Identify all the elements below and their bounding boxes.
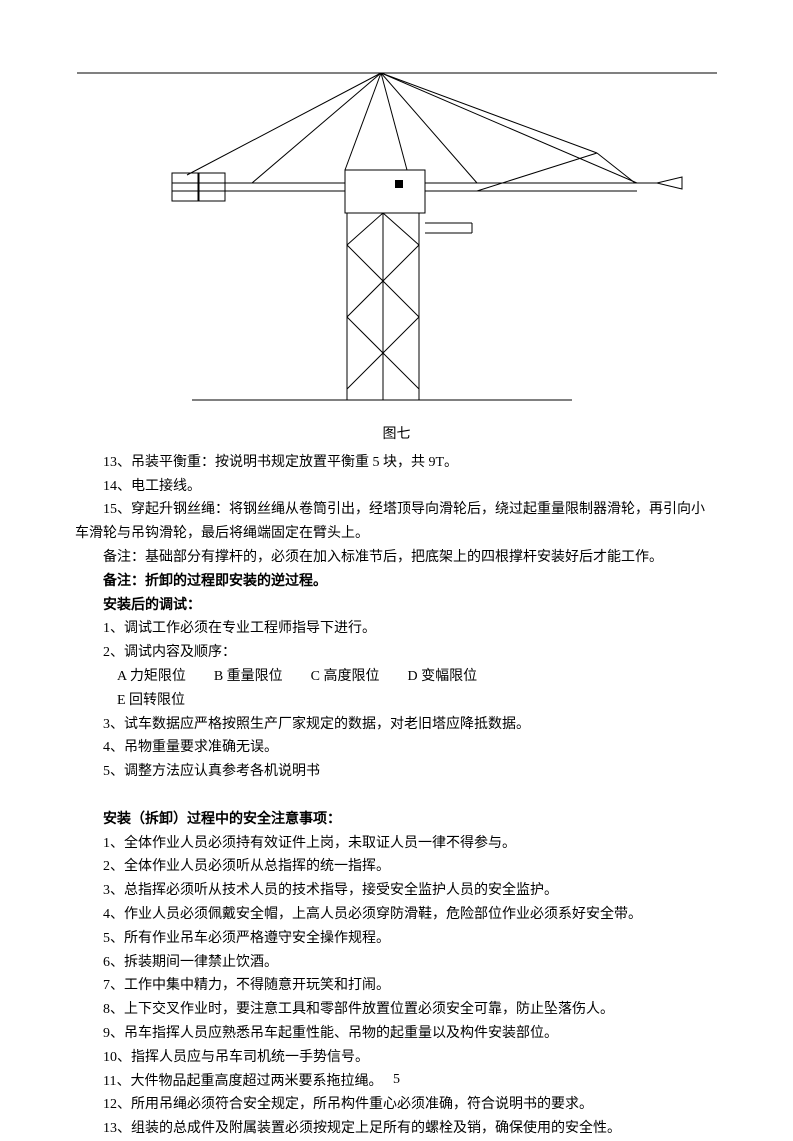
para-bold-note: 备注：折卸的过程即安装的逆过程。 [75,570,718,594]
debug-5: 5、调整方法应认真参考各机说明书 [75,760,718,784]
title-debug: 安装后的调试： [75,594,718,618]
figure-caption: 图七 [75,423,718,447]
debug-4: 4、吊物重量要求准确无误。 [75,736,718,760]
safety-12: 12、所用吊绳必须符合安全规定，所吊构件重心必须准确，符合说明书的要求。 [75,1093,718,1117]
crane-diagram [75,55,718,415]
safety-9: 9、吊车指挥人员应熟悉吊车起重性能、吊物的起重量以及构件安装部位。 [75,1022,718,1046]
document-body: 13、吊装平衡重：按说明书规定放置平衡重 5 块，共 9T。 14、电工接线。 … [75,451,718,1141]
para-14: 14、电工接线。 [75,475,718,499]
debug-1: 1、调试工作必须在专业工程师指导下进行。 [75,617,718,641]
safety-6: 6、拆装期间一律禁止饮酒。 [75,951,718,975]
debug-2b: E 回转限位 [75,689,718,713]
para-13: 13、吊装平衡重：按说明书规定放置平衡重 5 块，共 9T。 [75,451,718,475]
debug-2a: A 力矩限位 B 重量限位 C 高度限位 D 变幅限位 [75,665,718,689]
debug-2: 2、调试内容及顺序： [75,641,718,665]
para-note1: 备注：基础部分有撑杆的，必须在加入标准节后，把底架上的四根撑杆安装好后才能工作。 [75,546,718,570]
safety-3: 3、总指挥必须听从技术人员的技术指导，接受安全监护人员的安全监护。 [75,879,718,903]
safety-4: 4、作业人员必须佩戴安全帽，上高人员必须穿防滑鞋，危险部位作业必须系好安全带。 [75,903,718,927]
safety-7: 7、工作中集中精力，不得随意开玩笑和打闹。 [75,974,718,998]
safety-8: 8、上下交叉作业时，要注意工具和零部件放置位置必须安全可靠，防止坠落伤人。 [75,998,718,1022]
title-safety: 安装（拆卸）过程中的安全注意事项： [75,808,718,832]
safety-5: 5、所有作业吊车必须严格遵守安全操作规程。 [75,927,718,951]
crane-svg [77,55,717,415]
safety-2: 2、全体作业人员必须听从总指挥的统一指挥。 [75,855,718,879]
para-15-line1: 15、穿起升钢丝绳：将钢丝绳从卷筒引出，经塔顶导向滑轮后，绕过起重量限制器滑轮，… [75,498,718,522]
safety-1: 1、全体作业人员必须持有效证件上岗，未取证人员一律不得参与。 [75,832,718,856]
page-number: 5 [0,1068,793,1092]
debug-3: 3、试车数据应严格按照生产厂家规定的数据，对老旧塔应降抵数据。 [75,713,718,737]
para-15-line2: 车滑轮与吊钩滑轮，最后将绳端固定在臂头上。 [75,522,718,546]
safety-10: 10、指挥人员应与吊车司机统一手势信号。 [75,1046,718,1070]
safety-13: 13、组装的总成件及附属装置必须按规定上足所有的螺栓及销，确保使用的安全性。 [75,1117,718,1141]
